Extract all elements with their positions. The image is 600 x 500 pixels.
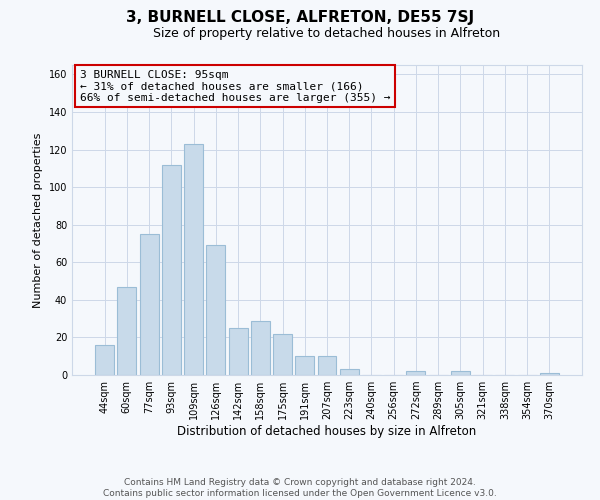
Bar bbox=[451, 371, 470, 375]
Bar bbox=[540, 373, 559, 375]
Bar bbox=[118, 286, 136, 375]
Title: Size of property relative to detached houses in Alfreton: Size of property relative to detached ho… bbox=[154, 27, 500, 40]
Text: 3, BURNELL CLOSE, ALFRETON, DE55 7SJ: 3, BURNELL CLOSE, ALFRETON, DE55 7SJ bbox=[126, 10, 474, 25]
Bar bbox=[206, 246, 225, 375]
Bar bbox=[162, 164, 181, 375]
Bar bbox=[251, 320, 270, 375]
Text: Contains HM Land Registry data © Crown copyright and database right 2024.
Contai: Contains HM Land Registry data © Crown c… bbox=[103, 478, 497, 498]
Bar bbox=[184, 144, 203, 375]
Bar bbox=[273, 334, 292, 375]
Bar bbox=[295, 356, 314, 375]
Bar bbox=[406, 371, 425, 375]
Bar bbox=[229, 328, 248, 375]
Bar bbox=[317, 356, 337, 375]
Bar bbox=[340, 370, 359, 375]
Bar bbox=[140, 234, 158, 375]
Bar bbox=[95, 345, 114, 375]
X-axis label: Distribution of detached houses by size in Alfreton: Distribution of detached houses by size … bbox=[178, 425, 476, 438]
Y-axis label: Number of detached properties: Number of detached properties bbox=[33, 132, 43, 308]
Text: 3 BURNELL CLOSE: 95sqm
← 31% of detached houses are smaller (166)
66% of semi-de: 3 BURNELL CLOSE: 95sqm ← 31% of detached… bbox=[80, 70, 390, 103]
